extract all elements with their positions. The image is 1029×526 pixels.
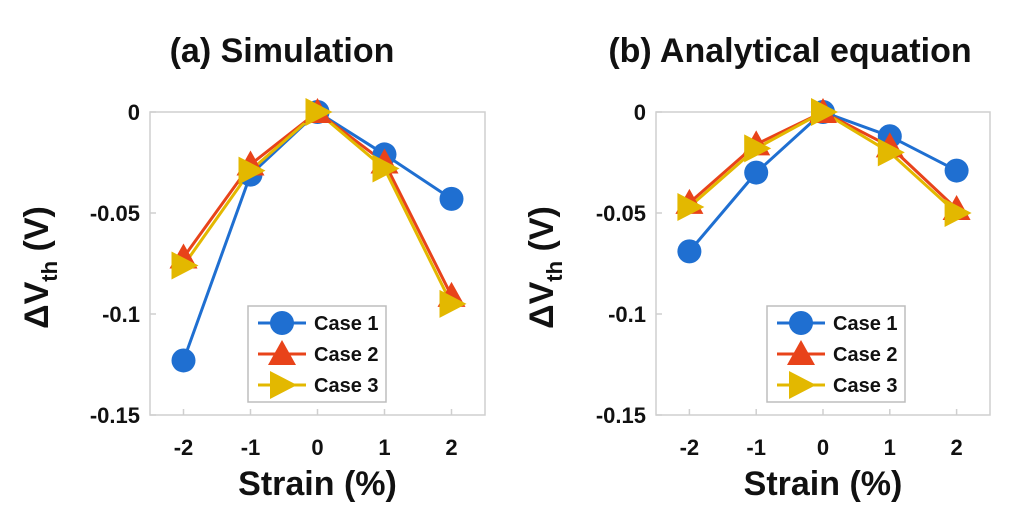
- data-point-case-1: [677, 239, 702, 264]
- series-line-case-3: [182, 110, 453, 305]
- legend-marker-case-1: [270, 311, 294, 335]
- x-tick-label: -1: [241, 435, 261, 460]
- data-point-case-3: [372, 154, 400, 183]
- y-tick-label: -0.05: [596, 201, 646, 226]
- legend-marker-case-3: [789, 371, 816, 399]
- series-line-case-1: [688, 110, 958, 253]
- y-tick-label: -0.15: [596, 403, 646, 428]
- y-axis-label: ΔVth (V): [18, 206, 62, 329]
- y-tick-label: -0.1: [608, 302, 646, 327]
- y-tick-label: -0.05: [90, 201, 140, 226]
- legend-label-case-1: Case 1: [314, 313, 379, 335]
- data-point-case-1: [439, 186, 464, 211]
- legend-marker-case-2: [787, 340, 815, 365]
- x-tick-label: -2: [680, 435, 700, 460]
- data-point-case-3: [811, 98, 838, 126]
- y-axis-label: ΔVth (V): [523, 206, 567, 329]
- data-point-case-1: [171, 348, 196, 373]
- series-line-case-2: [182, 110, 453, 297]
- data-point-case-3: [238, 156, 266, 185]
- y-tick-label: -0.1: [102, 302, 140, 327]
- legend-label-case-1: Case 1: [833, 313, 898, 335]
- x-axis-label: Strain (%): [238, 465, 397, 503]
- legend-label-case-3: Case 3: [833, 375, 898, 397]
- legend-label-case-3: Case 3: [314, 375, 379, 397]
- data-point-case-1: [744, 160, 769, 185]
- x-tick-label: 0: [817, 435, 829, 460]
- data-point-case-3: [944, 199, 972, 227]
- data-point-case-3: [744, 134, 772, 163]
- data-point-case-3: [877, 138, 905, 167]
- chart-title: (b) Analytical equation: [608, 32, 971, 70]
- legend-label-case-2: Case 2: [833, 344, 898, 366]
- x-tick-label: 2: [445, 435, 457, 460]
- x-tick-label: -1: [746, 435, 766, 460]
- series-line-case-3: [688, 110, 958, 215]
- y-tick-label: 0: [634, 100, 646, 125]
- data-point-case-1: [944, 158, 969, 183]
- legend-marker-case-1: [789, 311, 813, 335]
- panel-simulation: (a) Simulation 0 -0.05 -0.1 -0.15 -2 -1 0 1 2 Stra…: [18, 32, 486, 503]
- x-tick-label: -2: [174, 435, 194, 460]
- x-tick-label: 1: [378, 435, 390, 460]
- legend: Case 1 Case 2 Case 3: [247, 305, 387, 403]
- legend-marker-case-3: [270, 371, 297, 399]
- legend-marker-case-2: [268, 340, 296, 365]
- legend-label-case-2: Case 2: [314, 344, 379, 366]
- data-point-case-3: [305, 98, 333, 126]
- x-tick-label: 2: [950, 435, 962, 460]
- y-tick-label: -0.15: [90, 403, 140, 428]
- y-tick-label: 0: [128, 100, 140, 125]
- legend: Case 1 Case 2 Case 3: [766, 305, 906, 403]
- x-tick-label: 0: [311, 435, 323, 460]
- x-axis-label: Strain (%): [744, 465, 903, 503]
- data-point-case-3: [677, 192, 705, 221]
- data-point-case-3: [439, 289, 467, 318]
- data-point-case-3: [171, 251, 199, 280]
- series-line-case-2: [688, 110, 958, 211]
- panel-analytical-equation: (b) Analytical equation 0 -0.05 -0.1 -0.15 -2…: [523, 32, 991, 503]
- chart-title: (a) Simulation: [170, 32, 395, 70]
- x-tick-label: 1: [884, 435, 896, 460]
